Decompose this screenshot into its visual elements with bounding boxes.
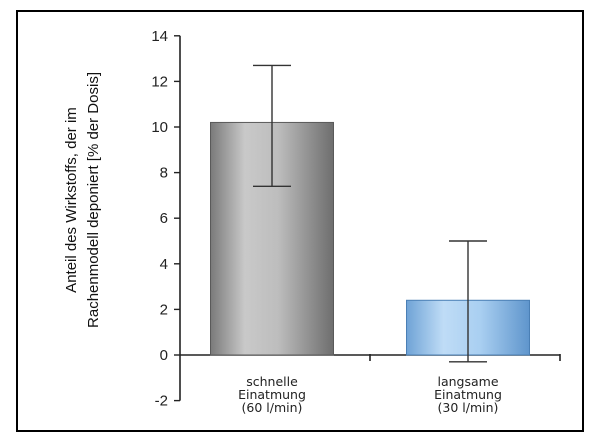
y-axis-title-text: Anteil des Wirkstoffs, der im Rachenmodel…	[63, 72, 102, 328]
y-tick-label: 14	[151, 28, 168, 45]
y-tick-label: 0	[160, 347, 168, 364]
y-tick-label: 8	[160, 165, 168, 182]
y-tick-label: -2	[155, 393, 168, 410]
y-tick-label: 10	[151, 119, 168, 136]
y-tick-label: 2	[160, 301, 168, 318]
y-tick-label: 6	[160, 210, 168, 227]
y-ticks: 14 12 10 8 6 4 2 0 -2	[151, 28, 180, 410]
category-label: langsame Einatmung (30 l/min)	[434, 374, 502, 415]
y-tick-label: 12	[151, 73, 168, 90]
y-tick-label: 4	[160, 256, 168, 273]
bars	[210, 121, 530, 356]
category-labels: schnelle Einatmung (60 l/min) langsame Einat…	[238, 374, 502, 415]
category-label: schnelle Einatmung (60 l/min)	[238, 374, 306, 415]
error-bars	[253, 64, 487, 363]
y-axis-title: Anteil des Wirkstoffs, der im Rachenmodel…	[63, 72, 102, 328]
